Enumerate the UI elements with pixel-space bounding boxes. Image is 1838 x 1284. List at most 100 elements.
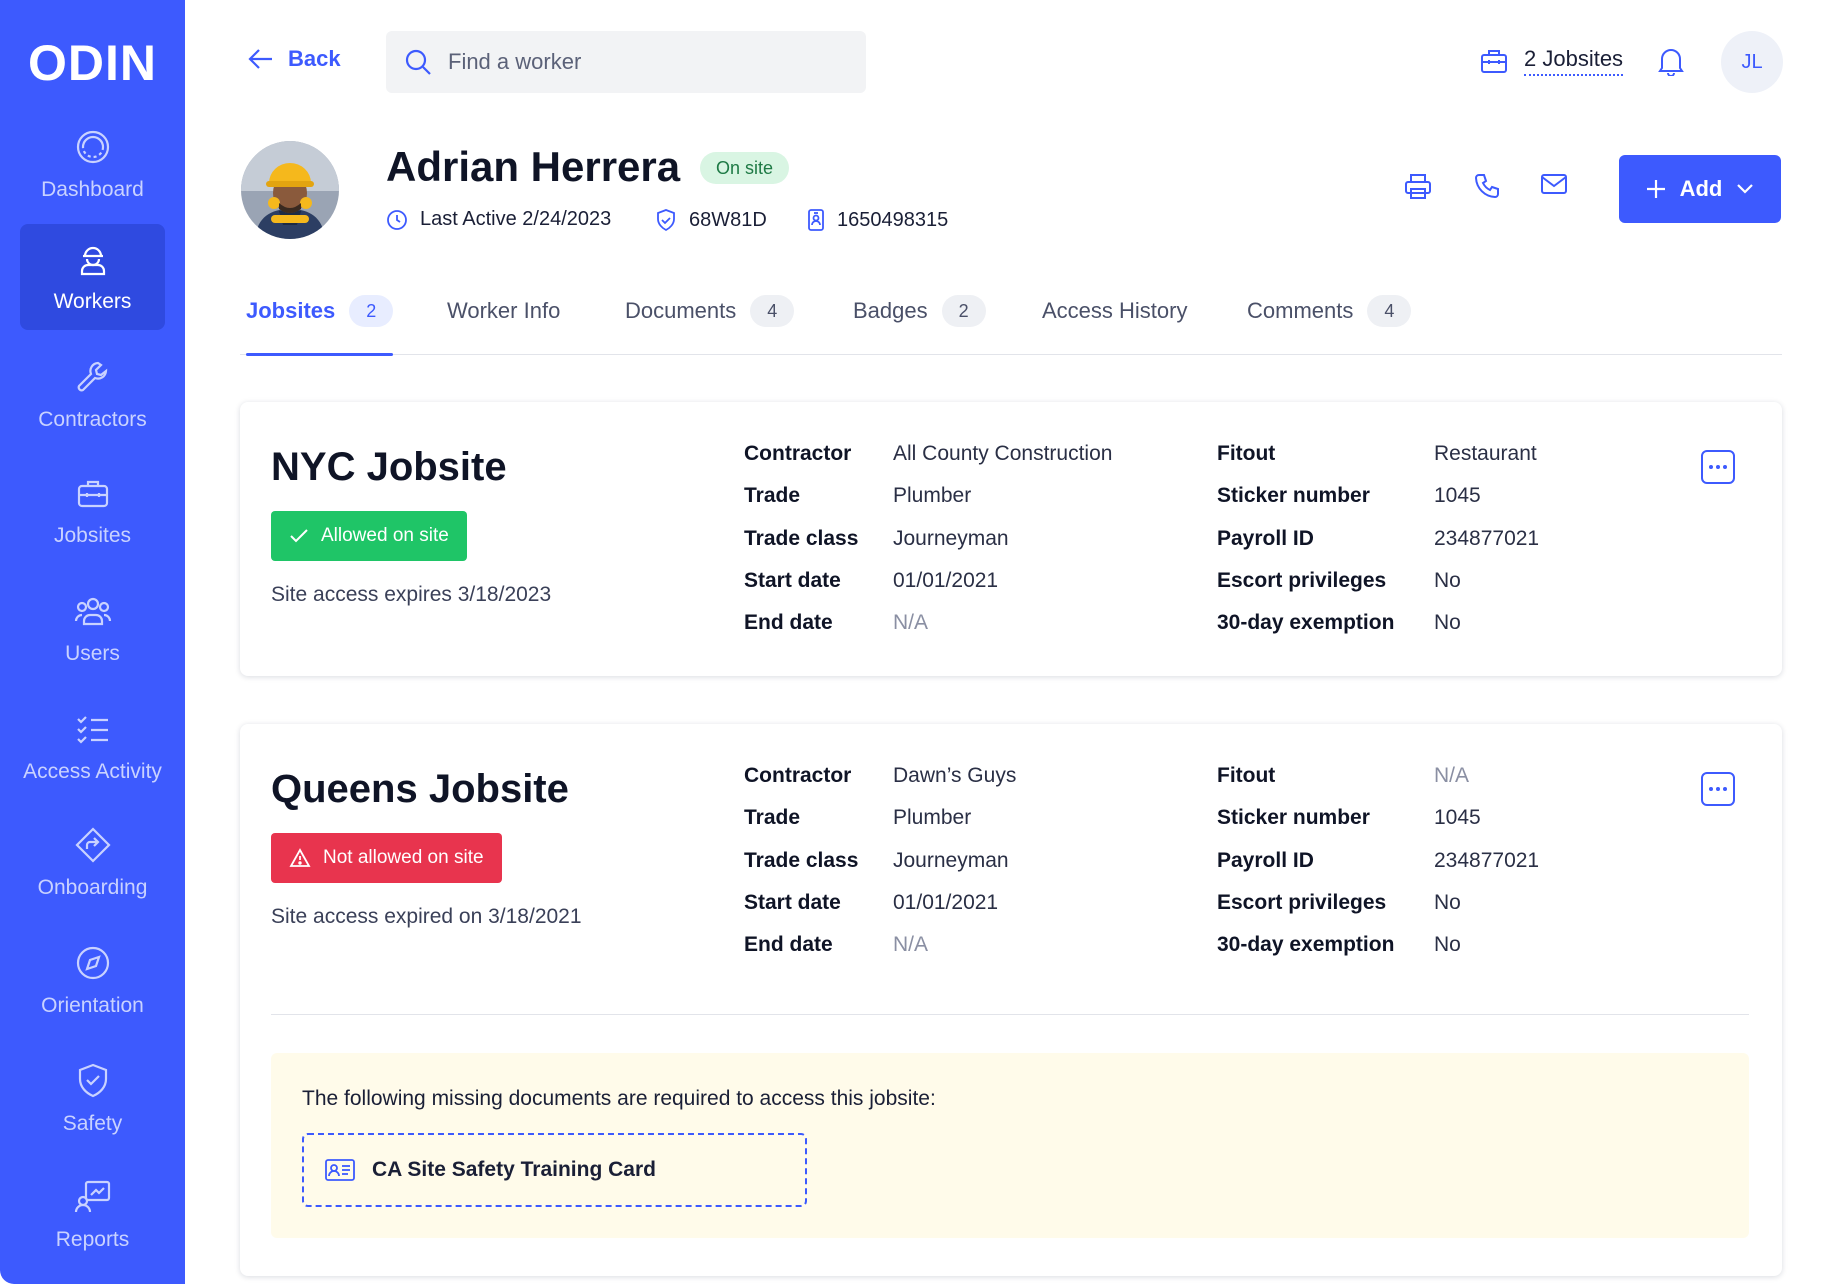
report-icon — [74, 1180, 110, 1213]
sidebar-item-jobsites[interactable]: Jobsites — [20, 458, 165, 564]
briefcase-icon — [1481, 50, 1507, 73]
search-input[interactable] — [448, 49, 828, 75]
search-bar[interactable] — [386, 31, 866, 93]
bell-icon — [1658, 49, 1684, 77]
end-date-label: End date — [744, 933, 833, 956]
trade-class-value: Journeyman — [893, 527, 1009, 550]
sidebar-item-onboarding[interactable]: Onboarding — [20, 810, 165, 916]
payroll-id-label: Payroll ID — [1217, 527, 1314, 550]
start-date-label: Start date — [744, 569, 841, 592]
more-options-button[interactable] — [1701, 450, 1735, 484]
sidebar-item-label: Contractors — [38, 408, 147, 431]
briefcase-icon — [77, 480, 108, 508]
sidebar-item-workers[interactable]: Workers — [20, 224, 165, 330]
trade-class-label: Trade class — [744, 527, 859, 550]
arrow-left-icon — [248, 49, 272, 69]
card-divider — [271, 1014, 1749, 1015]
tab-documents[interactable]: Documents 4 — [625, 290, 795, 355]
escort-privileges-label: Escort privileges — [1217, 891, 1387, 914]
sidebar-item-label: Access Activity — [23, 760, 162, 783]
tab-count: 4 — [1367, 295, 1412, 327]
escort-privileges-label: Escort privileges — [1217, 569, 1387, 592]
dashboard-icon — [76, 130, 109, 164]
id-card-icon — [325, 1159, 355, 1181]
sidebar-item-label: Orientation — [41, 994, 144, 1017]
missing-documents-panel: The following missing documents are requ… — [271, 1053, 1749, 1238]
jobsite-card: NYC Jobsite Allowed on site Site access … — [240, 402, 1782, 676]
email-button[interactable] — [1540, 172, 1568, 201]
user-avatar[interactable]: JL — [1721, 31, 1783, 93]
fitout-label: Fitout — [1217, 442, 1276, 465]
sidebar-item-reports[interactable]: Reports — [20, 1162, 165, 1268]
back-label: Back — [288, 46, 341, 71]
last-active-label: Last Active 2/24/2023 — [420, 208, 612, 230]
sidebar-item-contractors[interactable]: Contractors — [20, 342, 165, 448]
add-button[interactable]: Add — [1619, 155, 1781, 223]
contractor-value: Dawn’s Guys — [893, 764, 1017, 787]
badge-id-label: 68W81D — [689, 208, 767, 231]
clock-icon — [387, 209, 407, 230]
sidebar-item-orientation[interactable]: Orientation — [20, 928, 165, 1034]
sidebar-item-label: Safety — [62, 1112, 123, 1135]
sidebar-item-users[interactable]: Users — [20, 576, 165, 682]
tab-label: Comments — [1247, 298, 1354, 323]
trade-label: Trade — [744, 484, 801, 507]
jobsites-count-link[interactable]: 2 Jobsites — [1480, 46, 1624, 76]
wrench-icon — [77, 361, 107, 392]
sidebar-item-label: Users — [65, 642, 120, 665]
sticker-number-value: 1045 — [1434, 484, 1481, 507]
missing-document-label: CA Site Safety Training Card — [372, 1158, 656, 1181]
access-status-label: Allowed on site — [321, 525, 449, 546]
worker-id-label: 1650498315 — [837, 208, 949, 231]
call-button[interactable] — [1473, 172, 1501, 205]
more-options-button[interactable] — [1701, 772, 1735, 806]
more-horizontal-icon — [1709, 465, 1727, 469]
tab-badges[interactable]: Badges 2 — [853, 290, 986, 355]
tab-label: Badges — [853, 298, 928, 323]
sidebar-item-label: Dashboard — [41, 178, 144, 201]
missing-documents-text: The following missing documents are requ… — [302, 1087, 936, 1110]
trade-label: Trade — [744, 806, 801, 829]
payroll-id-value: 234877021 — [1434, 527, 1540, 550]
sidebar-item-label: Jobsites — [53, 524, 132, 547]
shield-check-icon — [78, 1063, 107, 1098]
trade-class-label: Trade class — [744, 849, 859, 872]
tab-worker-info[interactable]: Worker Info — [447, 290, 560, 355]
escort-privileges-value: No — [1434, 569, 1461, 592]
contractor-label: Contractor — [744, 764, 852, 787]
tab-bar: Jobsites 2 Worker Info Documents 4 Badge… — [240, 290, 1782, 356]
compass-icon — [76, 946, 109, 980]
check-icon — [290, 529, 308, 543]
warning-icon — [289, 848, 311, 867]
chevron-down-icon — [1737, 184, 1754, 194]
access-status-label: Not allowed on site — [323, 847, 484, 868]
mail-icon — [1541, 174, 1567, 194]
tab-count: 4 — [750, 295, 795, 327]
tab-jobsites[interactable]: Jobsites 2 — [246, 290, 394, 356]
exemption-label: 30-day exemption — [1217, 611, 1395, 634]
tab-access-history[interactable]: Access History — [1042, 290, 1187, 355]
sidebar-item-label: Workers — [53, 290, 132, 313]
tab-comments[interactable]: Comments 4 — [1247, 290, 1412, 355]
payroll-id-label: Payroll ID — [1217, 849, 1314, 872]
fitout-label: Fitout — [1217, 764, 1276, 787]
jobsite-title: NYC Jobsite — [271, 445, 507, 489]
printer-icon — [1405, 174, 1431, 199]
sidebar-item-safety[interactable]: Safety — [20, 1046, 165, 1152]
jobsite-title: Queens Jobsite — [271, 767, 569, 811]
sticker-number-value: 1045 — [1434, 806, 1481, 829]
odin-logo[interactable]: ODIN — [28, 35, 157, 91]
exemption-value: No — [1434, 611, 1461, 634]
exemption-label: 30-day exemption — [1217, 933, 1395, 956]
exemption-value: No — [1434, 933, 1461, 956]
missing-document-chip[interactable]: CA Site Safety Training Card — [302, 1133, 807, 1207]
jobsites-count-label: 2 Jobsites — [1524, 46, 1624, 76]
print-button[interactable] — [1404, 172, 1432, 205]
last-active: Last Active 2/24/2023 — [386, 208, 611, 231]
notifications-button[interactable] — [1657, 46, 1685, 81]
badge-id: 68W81D — [655, 208, 767, 232]
trade-class-value: Journeyman — [893, 849, 1009, 872]
back-button[interactable]: Back — [248, 46, 341, 72]
sidebar-item-dashboard[interactable]: Dashboard — [20, 112, 165, 218]
sidebar-item-access-activity[interactable]: Access Activity — [20, 694, 165, 800]
